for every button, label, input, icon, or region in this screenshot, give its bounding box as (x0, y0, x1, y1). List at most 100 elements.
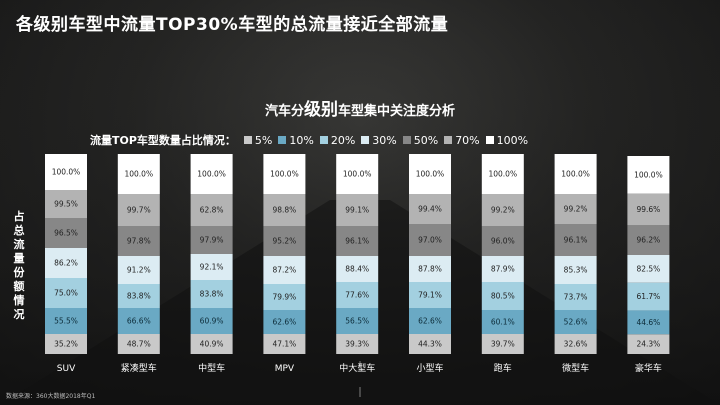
data-label: 80.5% (491, 292, 515, 301)
data-label: 99.7% (127, 206, 151, 215)
bar-segment (409, 224, 451, 256)
bar-segment (190, 280, 233, 308)
data-label: 100.0% (343, 170, 372, 179)
data-label: 96.5% (54, 229, 78, 238)
bar-segment (263, 154, 306, 194)
data-label: 24.3% (636, 340, 660, 349)
legend-label: 70% (455, 133, 480, 147)
bar-segment (409, 334, 451, 354)
bar-segment (481, 154, 524, 194)
bar-segment (190, 226, 233, 254)
category-label: 紧凑型车 (121, 362, 157, 374)
bar-segment (117, 334, 160, 354)
legend-label: 30% (372, 133, 397, 147)
bar-segment (409, 256, 451, 282)
data-label: 35.2% (54, 340, 78, 349)
bar-segment (554, 256, 597, 284)
y-axis-label: 占总流量份额情况 (13, 210, 25, 321)
bar-segment (117, 284, 160, 308)
data-label: 86.2% (54, 259, 78, 268)
data-label: 97.8% (127, 237, 151, 246)
data-label: 100.0% (197, 170, 226, 179)
data-label: 100.0% (124, 170, 153, 179)
bar-segment (45, 308, 87, 334)
data-label: 75.0% (54, 289, 78, 298)
data-label: 40.9% (200, 340, 224, 349)
bar-segment (627, 225, 670, 255)
legend-label: 50% (413, 133, 439, 147)
data-label: 83.8% (127, 292, 151, 301)
bar-segment (409, 154, 451, 194)
data-label: 48.7% (127, 340, 151, 349)
data-label: 92.1% (200, 263, 224, 272)
legend-swatch (278, 136, 287, 144)
legend-swatch (361, 136, 370, 144)
data-label: 100.0% (561, 170, 590, 179)
data-label: 100.0% (416, 170, 445, 179)
bar-segment (554, 224, 597, 256)
bar-segment (627, 310, 670, 335)
bar-segment (627, 255, 670, 283)
chart-title-part-3: 车型集中关注度分析 (338, 104, 456, 119)
bar-segment (554, 284, 597, 310)
bar-segment (627, 282, 670, 311)
data-label: 88.4% (345, 265, 369, 274)
data-label: 44.3% (418, 340, 442, 349)
legend-swatch (402, 136, 411, 144)
bar-segment (263, 284, 306, 310)
data-label: 79.1% (418, 291, 442, 300)
bar-segment (627, 156, 670, 194)
bar-segment (190, 194, 233, 226)
bar-segment (481, 310, 524, 334)
data-label: 100.0% (52, 168, 81, 177)
data-label: 56.5% (345, 317, 369, 326)
data-label: 52.6% (564, 318, 588, 327)
data-label: 96.0% (491, 237, 515, 246)
data-label: 87.2% (272, 266, 296, 275)
bar-segment (336, 334, 379, 354)
data-label: 62.6% (418, 317, 442, 326)
legend-item-20pct: 20% (319, 133, 356, 147)
legend-swatch (444, 136, 453, 144)
data-label: 39.7% (491, 340, 515, 349)
data-label: 83.8% (200, 290, 224, 299)
legend-swatch (485, 136, 494, 144)
data-label: 87.9% (491, 265, 515, 274)
legend-label: 20% (330, 133, 356, 147)
chart-title: 汽车分级别车型集中关注度分析 (0, 95, 720, 120)
legend-title: 流量TOP车型数量占比情况： (90, 134, 236, 147)
legend-label: 5% (254, 133, 273, 147)
bar-segment (45, 154, 87, 190)
category-label: 小型车 (416, 362, 443, 374)
legend-label: 100% (496, 133, 529, 147)
data-label: 61.7% (636, 292, 660, 301)
data-label: 99.2% (564, 205, 588, 214)
data-label: 95.2% (272, 237, 296, 246)
chart-legend: 流量TOP车型数量占比情况： 5% 10% 20% 30% 50% 70% 100% (90, 132, 528, 148)
data-source: 数据来源：360大数据2018年Q1 (6, 393, 96, 400)
category-label: 豪华车 (635, 362, 662, 374)
data-label: 82.5% (636, 264, 660, 273)
bar-segment (554, 310, 597, 334)
category-label: 中型车 (198, 362, 225, 374)
bar-segment (336, 308, 379, 334)
data-label: 32.6% (564, 340, 588, 349)
bar-segment (554, 194, 597, 224)
chart-title-part-1: 汽车分 (264, 104, 304, 119)
bar-segment (263, 310, 306, 334)
category-label: SUV (57, 364, 76, 374)
bar-segment (481, 226, 524, 256)
data-label: 100.0% (634, 170, 663, 179)
bar-segment (336, 154, 379, 194)
data-label: 100.0% (270, 170, 299, 179)
bar-segment (117, 308, 160, 334)
legend-items: 5% 10% 20% 30% 50% 70% 100% (238, 134, 528, 147)
bar-segment (336, 256, 379, 282)
bar-segment (45, 248, 87, 278)
category-label: 微型车 (562, 362, 589, 374)
data-label: 99.2% (491, 206, 515, 215)
data-label: 39.3% (345, 340, 369, 349)
data-label: 99.1% (345, 206, 369, 215)
legend-item-50pct: 50% (402, 133, 439, 147)
